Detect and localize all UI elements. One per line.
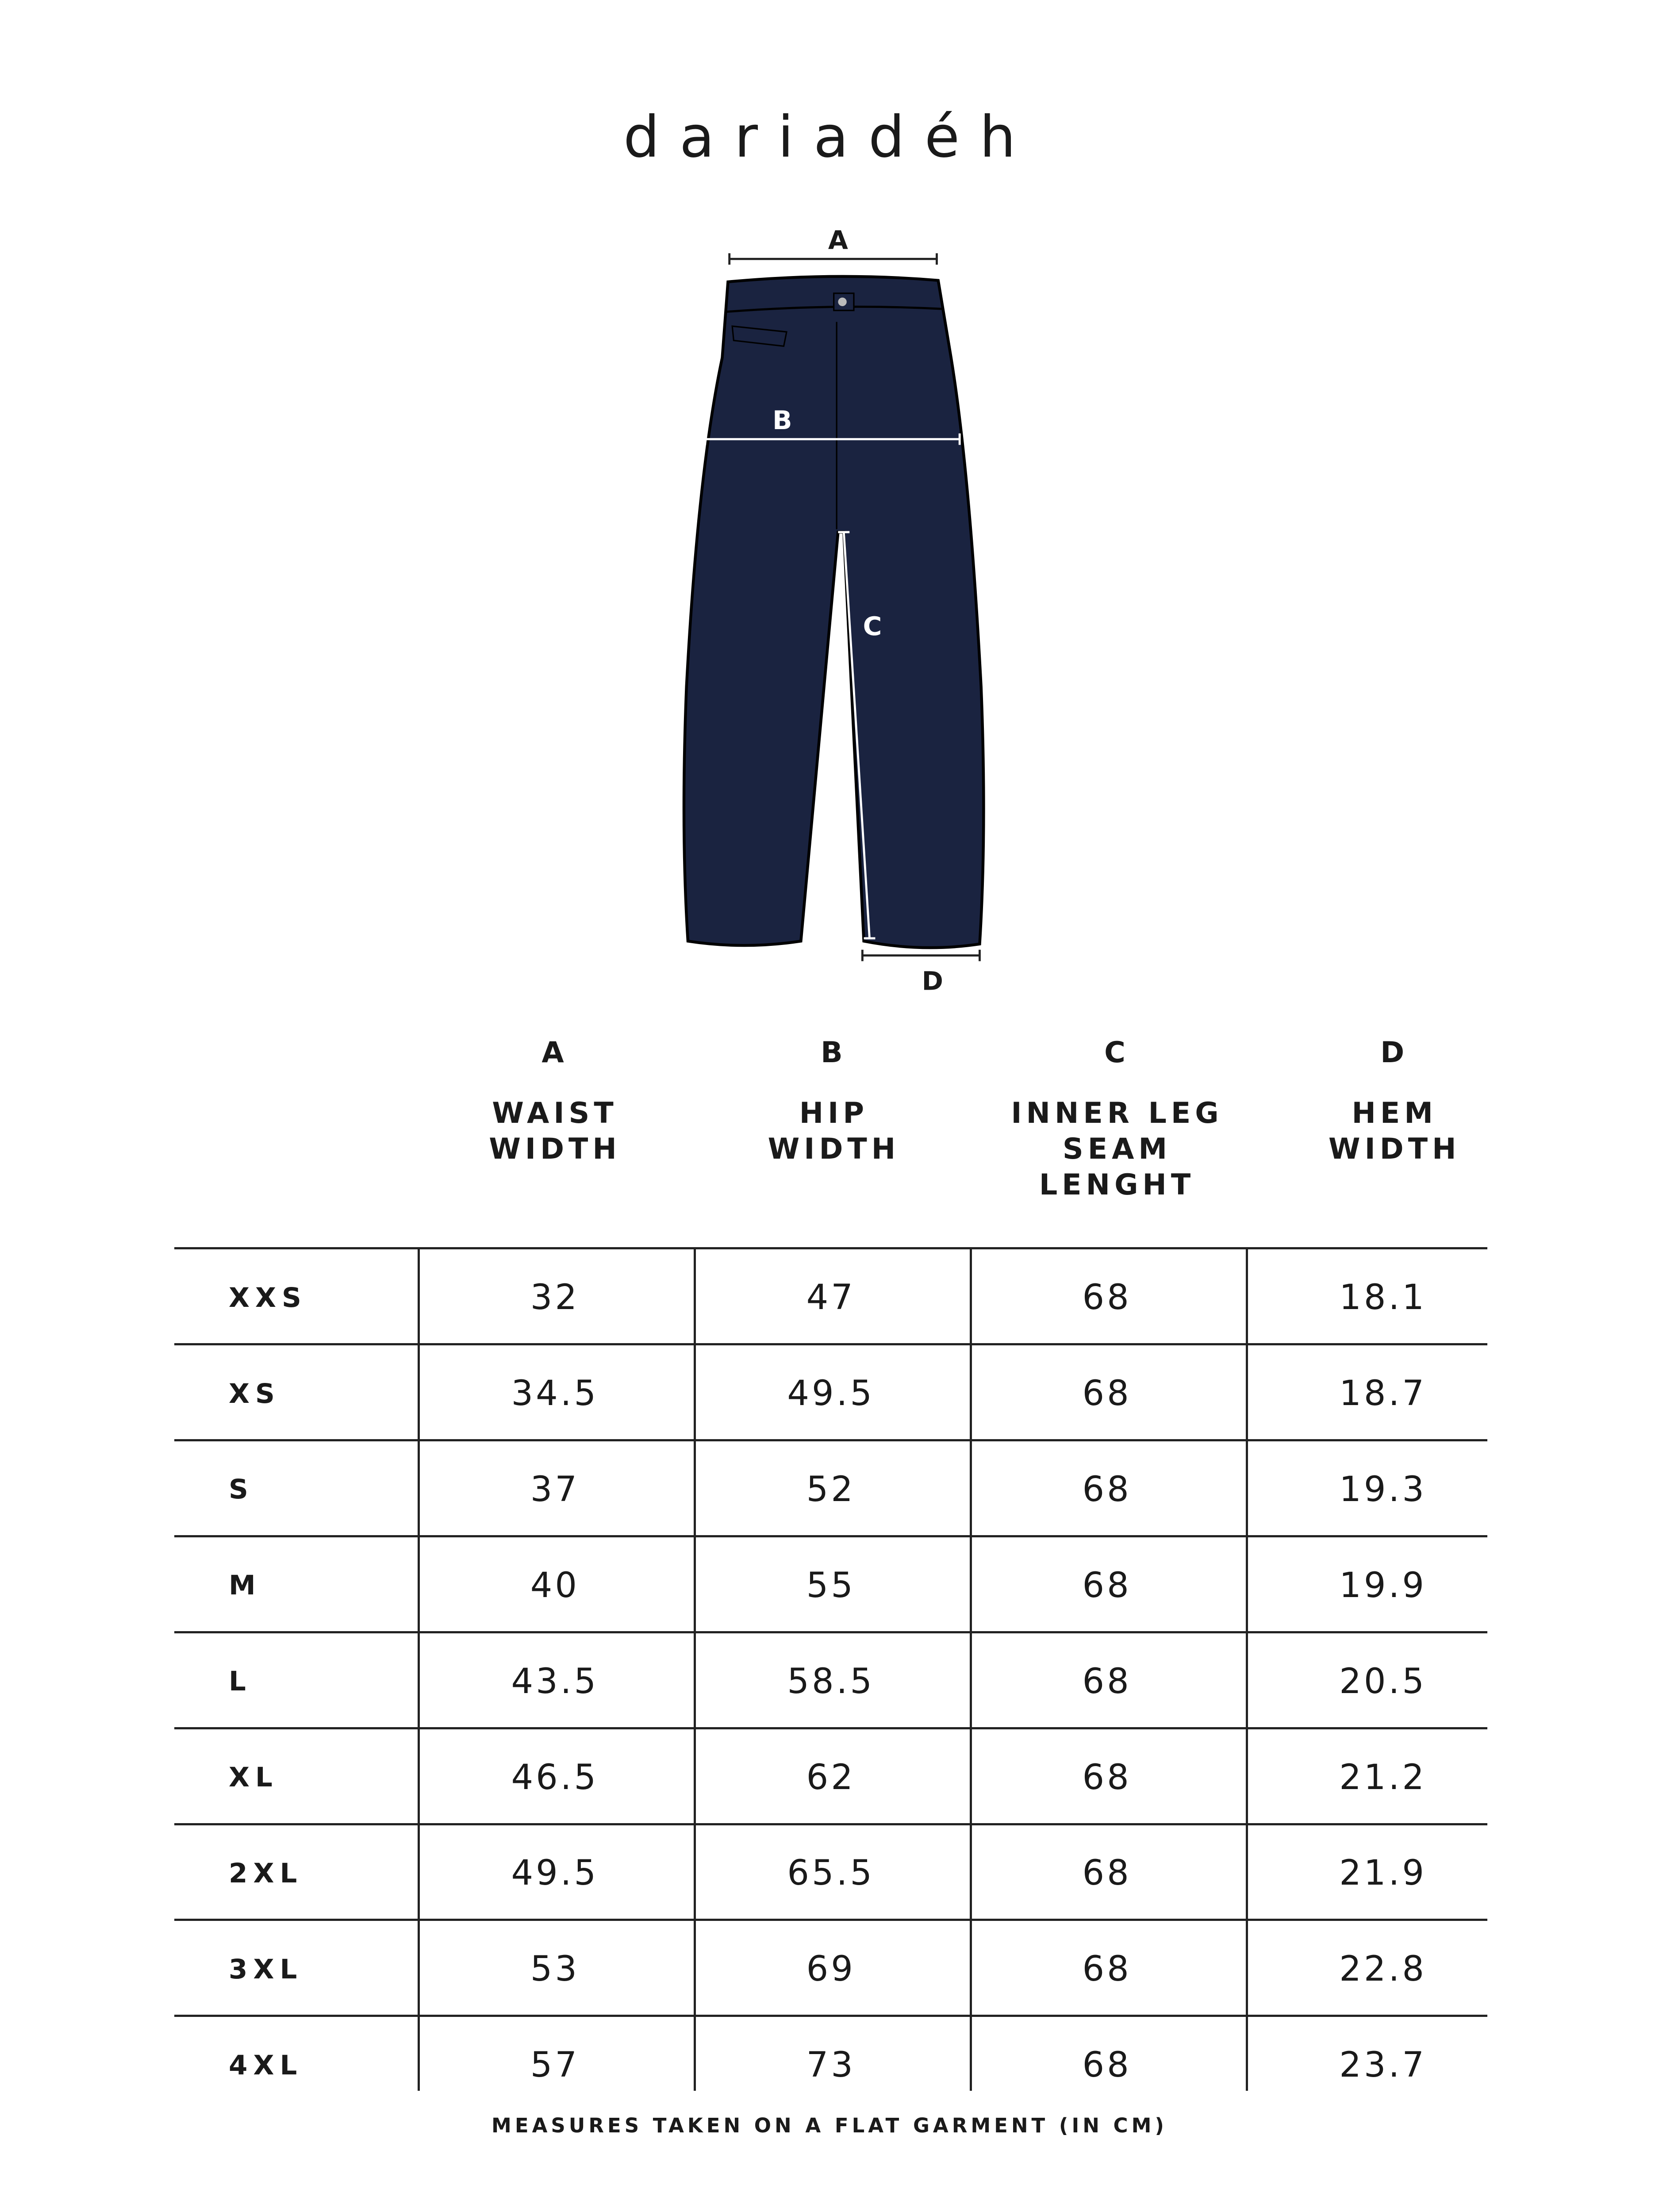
column-name-line: WIDTH — [1328, 1133, 1461, 1166]
table-cell: 21.2 — [1339, 1757, 1427, 1797]
table-cell: 20.5 — [1339, 1661, 1427, 1701]
column-divider — [418, 1247, 420, 2091]
column-divider — [1245, 1247, 1248, 2091]
size-label: 3XL — [229, 1954, 303, 1985]
table-cell: 69 — [806, 1949, 856, 1989]
table-cell: 68 — [1082, 1757, 1132, 1797]
table-cell: 68 — [1082, 1661, 1132, 1701]
table-cell: 49.5 — [787, 1373, 875, 1413]
column-name: WAIST WIDTH — [412, 1095, 698, 1167]
table-cell: 53 — [530, 1949, 580, 1989]
coin-pocket — [731, 325, 787, 347]
column-divider — [969, 1247, 972, 2091]
caption: MEASURES TAKEN ON A FLAT GARMENT (IN CM) — [492, 2114, 1167, 2137]
row-divider — [174, 1631, 1487, 1633]
label-d: D — [922, 966, 943, 996]
measure-d: D — [861, 949, 981, 996]
table-cell: 52 — [806, 1469, 856, 1509]
column-name: HIP WIDTH — [691, 1095, 977, 1167]
row-divider — [174, 1727, 1487, 1729]
table-cell: 40 — [530, 1565, 580, 1605]
table-cell: 68 — [1082, 1949, 1132, 1989]
table-cell: 18.1 — [1339, 1277, 1427, 1317]
table-cell: 23.7 — [1339, 2045, 1427, 2085]
row-divider — [174, 1343, 1487, 1345]
pants-diagram: A B C D — [682, 225, 985, 996]
pants-outline — [682, 275, 985, 949]
row-divider — [174, 1439, 1487, 1441]
size-label: XXS — [229, 1282, 307, 1313]
table-cell: 68 — [1082, 1469, 1132, 1509]
column-letter: A — [541, 1036, 568, 1069]
column-name-line: WAIST — [492, 1097, 618, 1130]
table-cell: 46.5 — [511, 1757, 599, 1797]
size-label: 4XL — [229, 2050, 303, 2081]
size-label: L — [229, 1666, 252, 1697]
column-name-line: HEM — [1352, 1097, 1437, 1130]
table-cell: 19.3 — [1339, 1469, 1427, 1509]
row-divider — [174, 1535, 1487, 1537]
table-cell: 68 — [1082, 1373, 1132, 1413]
table-cell: 73 — [806, 2045, 856, 2085]
column-letter: D — [1380, 1036, 1409, 1069]
table-cell: 68 — [1082, 2045, 1132, 2085]
column-name-line: SEAM — [1062, 1133, 1172, 1166]
table-cell: 34.5 — [511, 1373, 599, 1413]
measure-b: B — [704, 405, 961, 445]
size-label: 2XL — [229, 1858, 303, 1889]
table-cell: 58.5 — [787, 1661, 875, 1701]
table-cell: 68 — [1082, 1853, 1132, 1893]
row-divider — [174, 1247, 1487, 1249]
table-cell: 47 — [806, 1277, 856, 1317]
size-label: XS — [229, 1378, 280, 1409]
column-name-line: INNER LEG — [1011, 1097, 1223, 1130]
column-letter: C — [1104, 1036, 1130, 1069]
table-cell: 32 — [530, 1277, 580, 1317]
label-a: A — [828, 225, 848, 255]
table-cell: 37 — [530, 1469, 580, 1509]
size-label: XL — [229, 1762, 278, 1793]
size-label: M — [229, 1570, 261, 1601]
table-cell: 43.5 — [511, 1661, 599, 1701]
table-cell: 19.9 — [1339, 1565, 1427, 1605]
row-divider — [174, 2015, 1487, 2017]
table-cell: 68 — [1082, 1277, 1132, 1317]
column-divider — [693, 1247, 696, 2091]
column-name-line: WIDTH — [768, 1133, 900, 1166]
button-icon — [838, 297, 847, 307]
table-cell: 49.5 — [511, 1853, 599, 1893]
label-c: C — [863, 611, 882, 641]
column-letter: B — [821, 1036, 847, 1069]
table-cell: 21.9 — [1339, 1853, 1427, 1893]
column-name-line: LENGHT — [1039, 1168, 1195, 1202]
column-name-line: WIDTH — [489, 1133, 621, 1166]
table-cell: 62 — [806, 1757, 856, 1797]
column-name: HEM WIDTH — [1252, 1095, 1538, 1167]
table-cell: 65.5 — [787, 1853, 875, 1893]
column-name: INNER LEG SEAM LENGHT — [974, 1095, 1260, 1203]
table-cell: 18.7 — [1339, 1373, 1427, 1413]
brand-logo: dariadéh — [623, 104, 1036, 170]
size-label: S — [229, 1474, 254, 1505]
column-name-line: HIP — [799, 1097, 868, 1130]
row-divider — [174, 1823, 1487, 1825]
measure-c: C — [838, 531, 882, 940]
table-cell: 22.8 — [1339, 1949, 1427, 1989]
label-b: B — [772, 405, 792, 435]
table-cell: 68 — [1082, 1565, 1132, 1605]
row-divider — [174, 1919, 1487, 1921]
measure-a: A — [728, 225, 938, 265]
table-cell: 55 — [806, 1565, 856, 1605]
table-cell: 57 — [530, 2045, 580, 2085]
